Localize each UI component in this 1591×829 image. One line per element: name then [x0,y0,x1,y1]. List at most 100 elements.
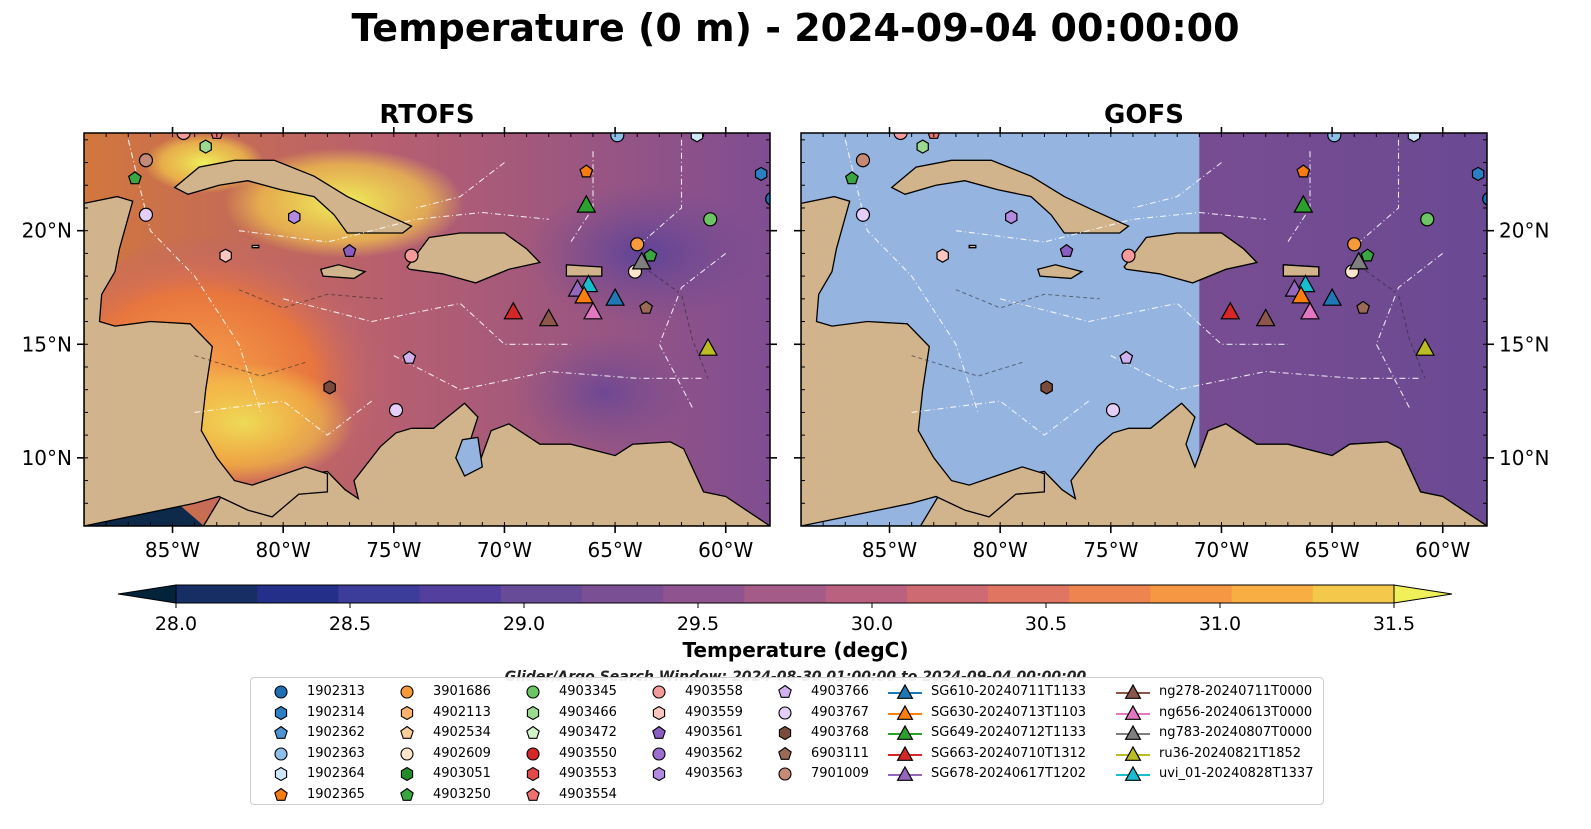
marker-ng783-20240807T0000 [1348,251,1369,270]
main-title: Temperature (0 m) - 2024-09-04 00:00:00 [351,6,1240,50]
colorbar-bin [1150,585,1233,603]
legend-marker-icon [778,746,792,760]
lon-tick-label: 85°W [862,538,917,562]
colorbar-tick-label: 29.5 [677,613,719,635]
marker-4903345 [703,212,718,227]
marker-1902314 [1471,166,1485,182]
legend-label: ng656-20240613T0000 [1159,704,1313,720]
lat-tick-label: 20°N [1499,219,1549,243]
colorbar-tick-label: 28.0 [155,613,197,635]
marker-4903563 [288,209,301,225]
lon-tick-label: 65°W [587,538,642,562]
colorbar-label: Temperature (degC) [682,638,909,662]
colorbar-bin [582,585,664,603]
legend-label: 4903250 [433,786,491,802]
legend-marker-icon [274,766,288,782]
legend-label: uvi_01-20240828T1337 [1159,766,1314,781]
colorbar: 28.0 28.5 29.0 29.5 30.0 30.5 31.0 31.5 [117,584,1453,635]
marker-4903563 [1005,209,1018,225]
legend-label: SG678-20240617T1202 [931,766,1087,781]
legend-marker-icon [526,685,540,699]
legend-marker-icon [400,787,414,801]
marker-1902364 [690,133,704,143]
marker-ng278-20240711T0000 [538,308,559,327]
panel-title-gofs: GOFS [1104,100,1184,130]
legend-marker-icon [888,704,922,720]
lat-tick-label: 10°N [22,446,72,470]
marker-3901686 [630,237,645,252]
legend-marker-icon [1116,745,1150,761]
legend-marker-icon [888,765,922,781]
marker-4903767 [138,207,154,222]
marker-4903558 [404,248,419,263]
marker-SG630-20240713T1103 [574,285,595,304]
legend-marker-icon [1116,683,1150,699]
legend-marker-icon [1116,724,1150,740]
legend-label: ng278-20240711T0000 [1159,684,1313,699]
lon-tick-label: 70°W [477,538,532,562]
marker-1902313 [1482,192,1487,206]
legend-marker-icon [652,685,666,699]
marker-SG663-20240710T1312 [1220,301,1241,320]
legend-marker-icon [652,746,666,761]
legend-label: 1902362 [307,725,365,740]
legend-marker-icon [526,787,540,801]
marker-4903561 [1059,243,1074,257]
legend-marker-icon [274,705,288,720]
lat-tick-label: 15°N [22,332,72,356]
legend-marker-icon [888,745,922,761]
legend-label: 4903554 [559,786,617,802]
marker-6903111 [639,300,654,314]
land-puerto-rico [565,264,603,277]
land-central-america [84,195,329,526]
marker-ng278-20240711T0000 [1255,308,1276,327]
lon-tick-label: 60°W [1415,538,1470,562]
map-rtofs [84,133,770,526]
legend-label: 4903561 [685,725,743,740]
legend-label: 4903553 [559,766,617,781]
legend: 1902313 1902314 1902362 1902363 1902364 19023… [250,677,1324,805]
legend-label: ng783-20240807T0000 [1159,725,1313,740]
lon-tick-label: 65°W [1304,538,1359,562]
marker-3901686 [1347,237,1362,252]
legend-label: 1902364 [307,766,365,781]
legend-marker-icon [400,766,414,782]
marker-ng783-20240807T0000 [631,251,652,270]
colorbar-bin [663,585,745,603]
lon-tick-label: 80°W [973,538,1028,562]
colorbar-bin [419,585,502,603]
colorbar-bin [988,585,1070,603]
marker-1902365 [1296,164,1311,178]
legend-label: 4903766 [811,684,869,699]
legend-label: SG630-20240713T1103 [931,704,1087,720]
marker-4903466 [199,139,212,154]
legend-label: 4903768 [811,725,869,740]
marker-4903250 [127,171,142,185]
colorbar-bin [744,585,827,603]
legend-marker-icon [778,705,792,720]
marker-4903559 [936,248,949,263]
colorbar-tick-label: 30.0 [851,613,893,635]
map-frame-0 [83,132,771,527]
legend-marker-icon [888,724,922,740]
marker-4903345 [1420,212,1435,227]
legend-marker-icon [274,746,288,761]
marker-4903768 [323,380,336,395]
legend-marker-icon [652,766,666,782]
legend-marker-icon [1116,704,1150,720]
marker-4903250 [844,171,859,185]
marker-4903768 [1040,380,1053,395]
map-gofs [801,133,1487,526]
colorbar-tick-label: 30.5 [1025,613,1067,635]
marker-ng656-20240613T0000 [1299,301,1320,320]
colorbar-tick-label: 28.5 [329,613,371,635]
lon-tick-label: 80°W [256,538,311,562]
land-cuba [173,159,413,234]
marker-4903561 [342,243,357,257]
marker-4903767 [388,403,404,418]
legend-label: SG610-20240711T1133 [931,684,1087,699]
lon-tick-label: 60°W [698,538,753,562]
legend-label: 4903562 [685,745,743,761]
legend-label: 4903466 [559,704,617,720]
colorbar-bin [825,585,908,603]
